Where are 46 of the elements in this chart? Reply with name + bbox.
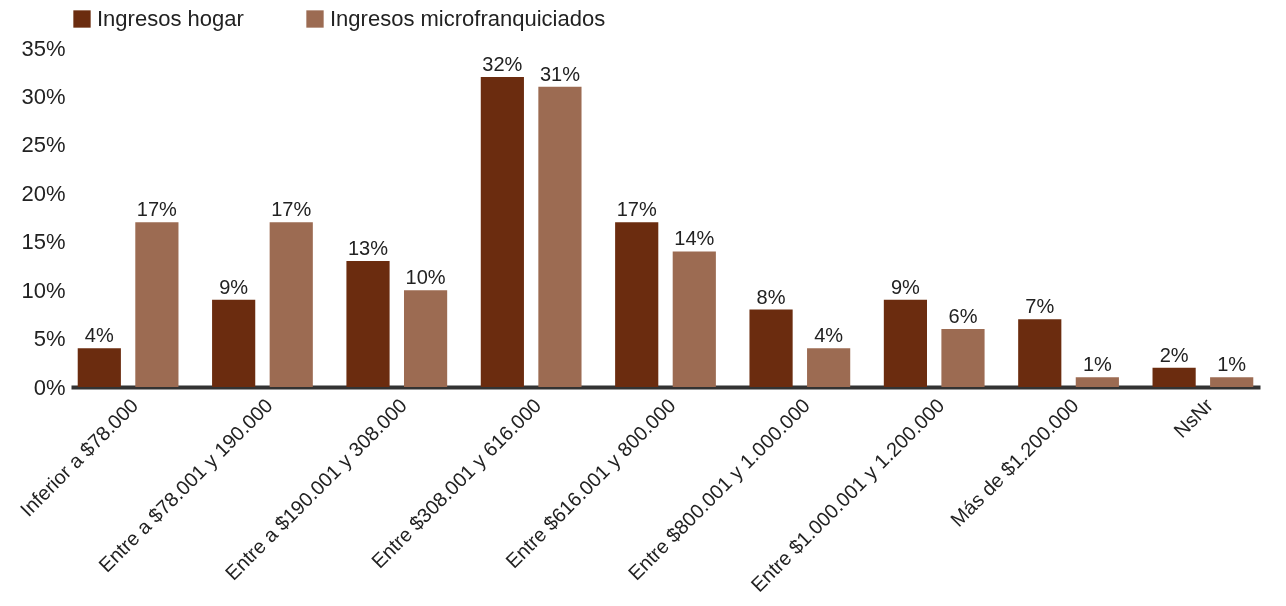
data-label: 2%: [1159, 343, 1189, 366]
legend-label: Ingresos microfranquiciados: [330, 6, 606, 31]
bar: [615, 222, 659, 387]
bar: [941, 328, 985, 387]
bar: [1210, 377, 1254, 387]
data-label: 14%: [674, 227, 715, 250]
bar: [807, 348, 851, 387]
bar: [269, 222, 313, 387]
bar: [883, 299, 927, 387]
data-label: 32%: [482, 53, 523, 76]
y-tick-label: 35%: [21, 35, 66, 61]
bar: [346, 261, 390, 387]
data-label: 4%: [814, 324, 844, 347]
bar: [480, 77, 524, 387]
data-label: 17%: [616, 198, 657, 221]
data-label: 31%: [539, 62, 581, 85]
legend-label: Ingresos hogar: [97, 6, 244, 31]
data-label: 17%: [271, 198, 312, 221]
data-label: 8%: [756, 285, 786, 308]
y-tick-label: 15%: [21, 229, 66, 255]
data-label: 4%: [84, 324, 114, 347]
data-label: 6%: [948, 304, 978, 327]
data-label: 17%: [136, 198, 178, 221]
y-tick-label: 10%: [21, 277, 66, 303]
bar: [135, 222, 179, 387]
y-tick-label: 5%: [33, 326, 66, 352]
data-label: 10%: [405, 266, 446, 289]
y-tick-label: 0%: [33, 374, 66, 400]
bar: [749, 309, 793, 387]
bar: [672, 251, 716, 387]
bar: [1018, 319, 1062, 387]
data-label: 1%: [1082, 353, 1113, 376]
data-label: 7%: [1025, 295, 1055, 318]
data-label: 1%: [1217, 353, 1247, 376]
bar: [538, 86, 582, 387]
data-label: 9%: [890, 275, 921, 298]
bar: [1075, 377, 1119, 387]
y-tick-label: 25%: [21, 132, 66, 158]
bar: [1152, 367, 1196, 387]
bar: [77, 348, 121, 387]
bar: [404, 290, 448, 387]
data-label: 9%: [219, 275, 249, 298]
data-label: 13%: [347, 237, 389, 260]
bar: [212, 299, 256, 387]
y-tick-label: 30%: [21, 83, 66, 109]
y-tick-label: 20%: [21, 180, 66, 206]
